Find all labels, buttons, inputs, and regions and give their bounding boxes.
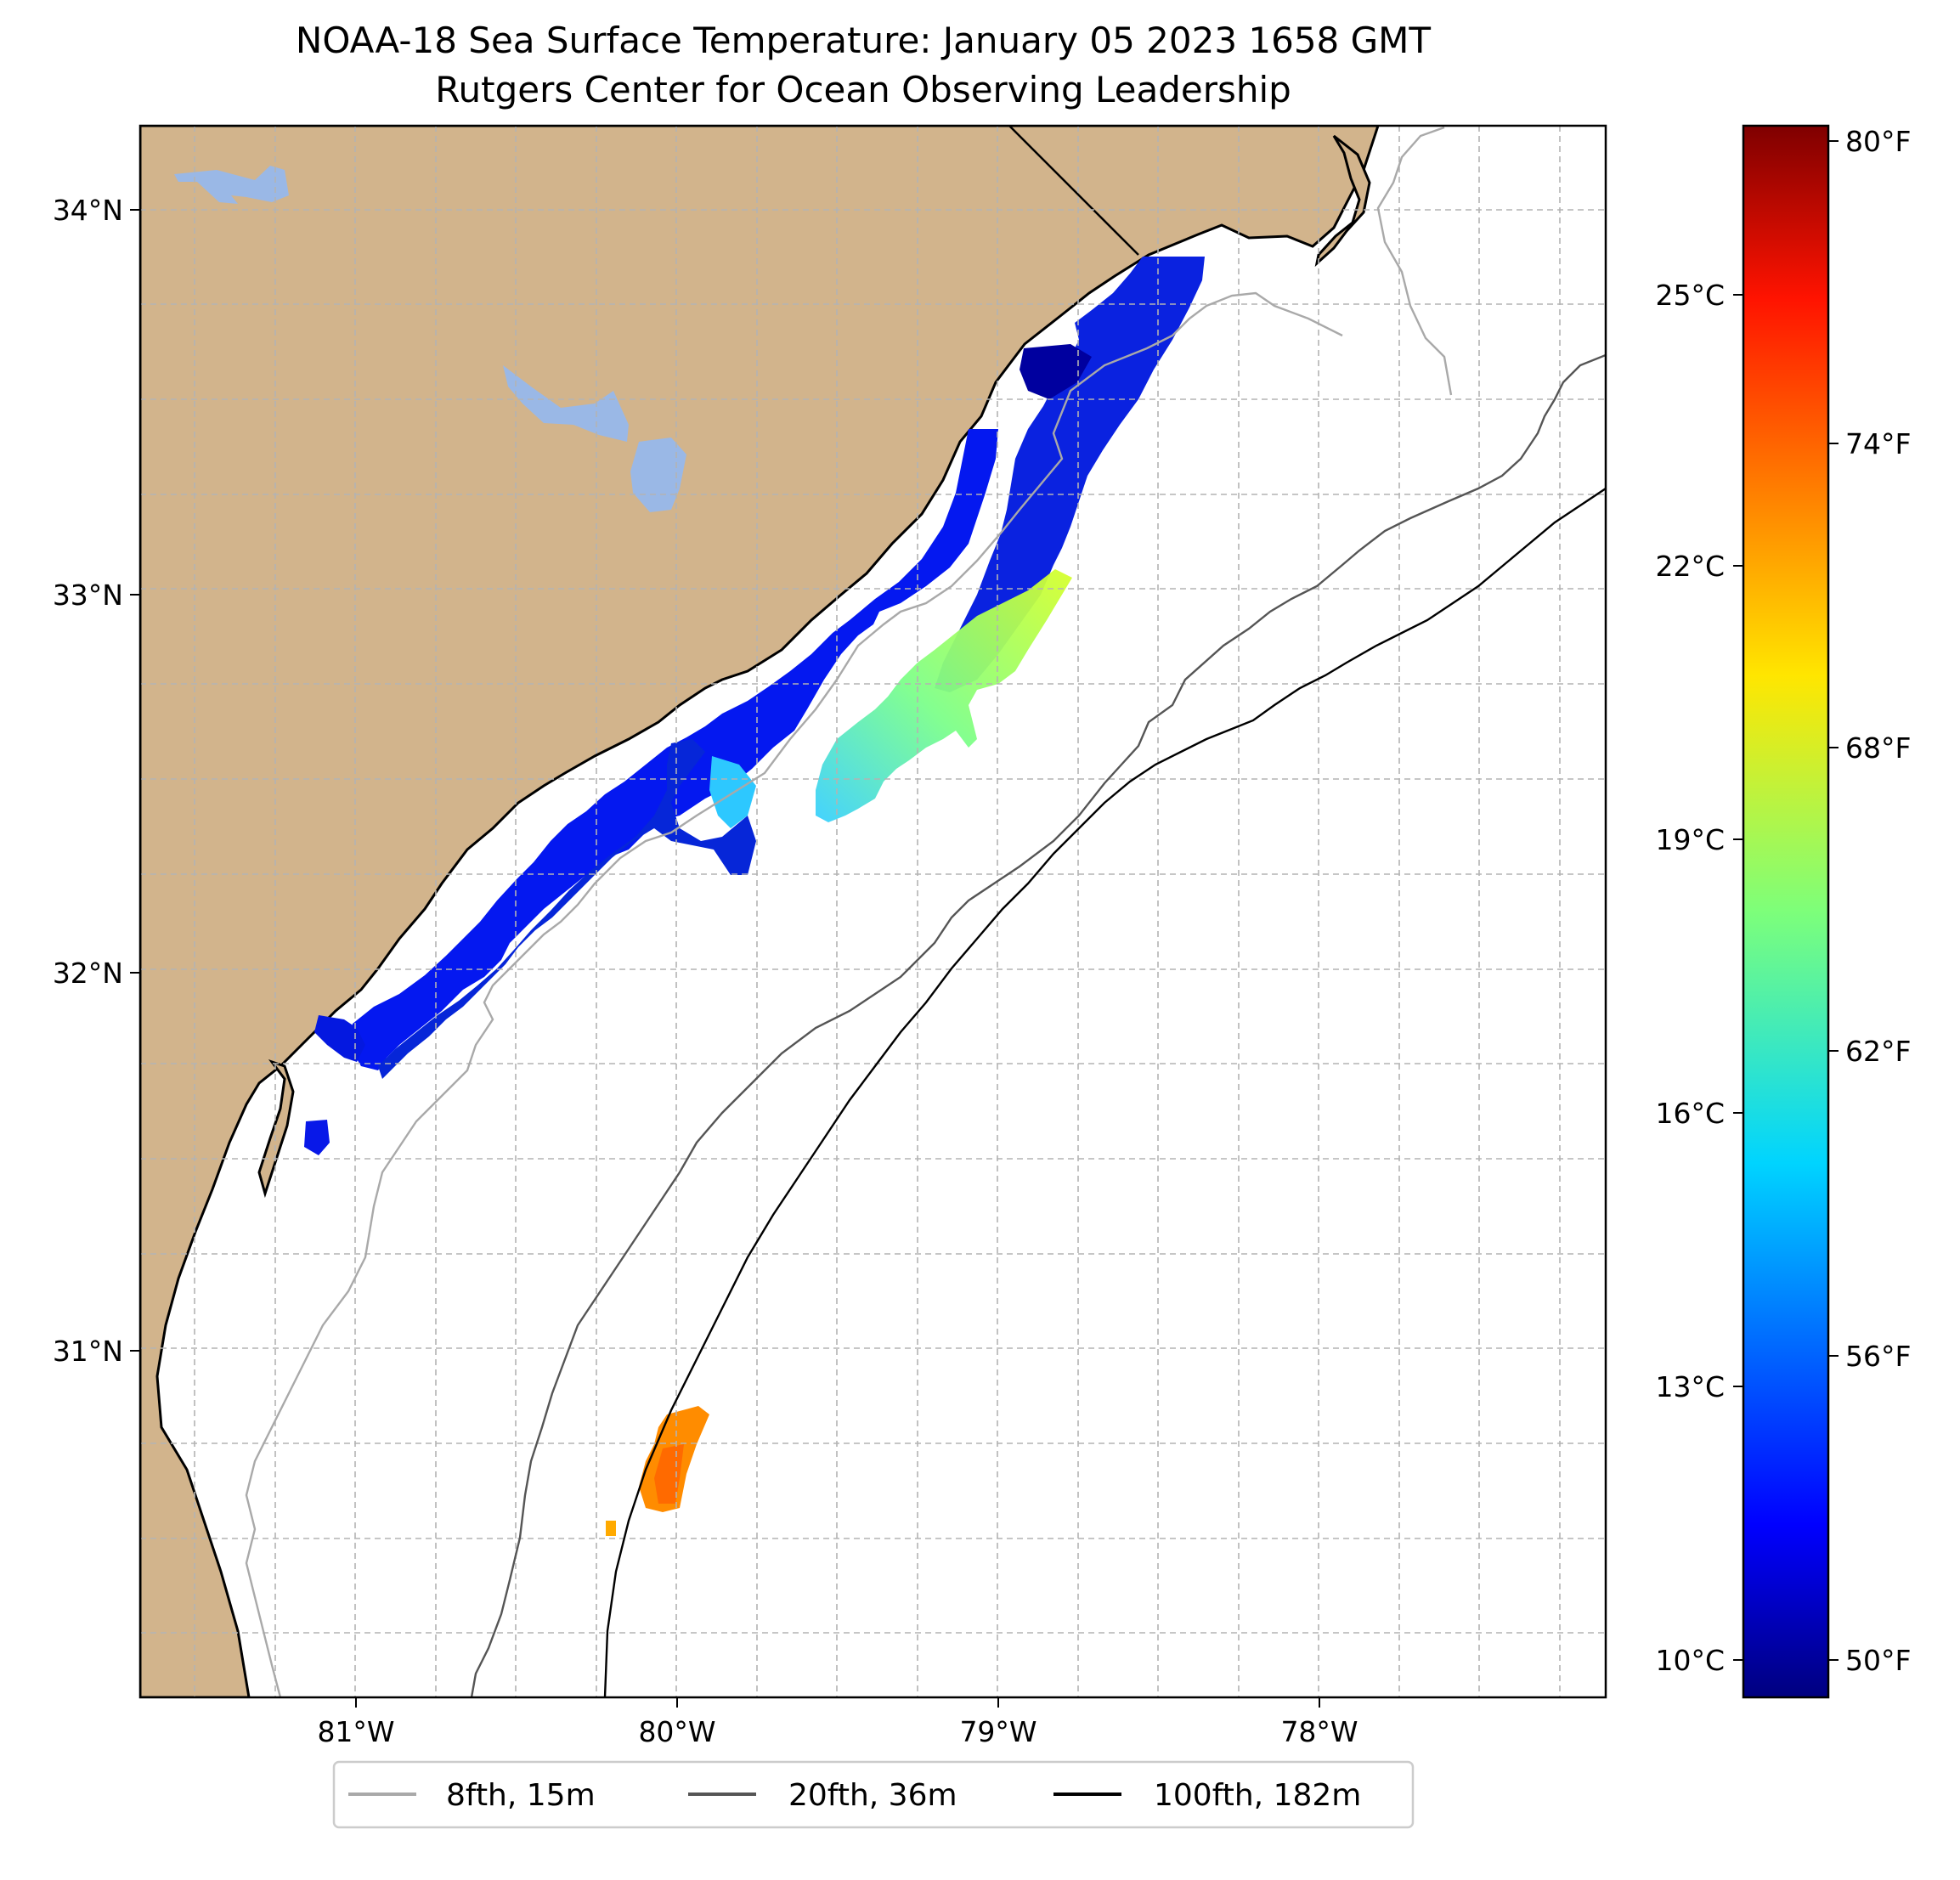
- colorbar-fahrenheit-label: 62°F: [1845, 1035, 1911, 1068]
- gridlines: [140, 126, 1606, 1697]
- isobath-100fth-182m: [603, 488, 1606, 1697]
- colorbar-ticks: [1733, 140, 1839, 1661]
- lat-label: 31°N: [53, 1335, 123, 1368]
- state-boundary: [1008, 126, 1139, 256]
- colorbar-celsius-label: 16°C: [1655, 1097, 1725, 1130]
- colorbar-celsius-label: 10°C: [1655, 1644, 1725, 1677]
- lake: [630, 438, 686, 512]
- land: [140, 126, 1380, 1697]
- lat-label: 32°N: [53, 957, 123, 990]
- sst-data: [304, 257, 1205, 1536]
- legend-frame: [332, 1760, 1415, 1829]
- colorbar: 25°C 22°C 19°C 16°C 13°C 10°C 80°F 74°F …: [1655, 124, 1911, 1699]
- lat-axis: [130, 209, 140, 1352]
- isobath-8fth-15m: [245, 126, 1453, 1697]
- sst-pixel: [606, 1521, 616, 1536]
- legend: 8fth, 15m 20fth, 36m 100fth, 182m: [332, 1760, 1415, 1829]
- map-title-line-2: Rutgers Center for Ocean Observing Leade…: [435, 69, 1291, 110]
- lon-label: 81°W: [317, 1715, 394, 1748]
- sst-patch-georgia: [314, 1015, 365, 1062]
- colorbar-fahrenheit-label: 68°F: [1845, 731, 1911, 765]
- colorbar-fahrenheit-label: 50°F: [1845, 1644, 1911, 1677]
- colorbar-celsius-label: 13°C: [1655, 1370, 1725, 1403]
- lat-label: 34°N: [53, 194, 123, 227]
- legend-label-100fth: 100fth, 182m: [1154, 1778, 1361, 1813]
- lake: [174, 166, 289, 204]
- colorbar-fahrenheit-label: 56°F: [1845, 1340, 1911, 1373]
- sst-patch-dark-north: [1020, 344, 1092, 399]
- sst-patch-south-coastal: [378, 739, 756, 1079]
- map-title-line-1: NOAA-18 Sea Surface Temperature: January…: [296, 20, 1432, 61]
- map-panel: [138, 124, 1607, 1699]
- lat-label: 33°N: [53, 579, 123, 612]
- isobath-20fth-36m: [470, 353, 1606, 1697]
- barrier-island: [1314, 134, 1371, 268]
- lake: [503, 365, 629, 442]
- barrier-island: [257, 1059, 295, 1199]
- lon-axis: [355, 1697, 1320, 1708]
- colorbar-celsius-label: 22°C: [1655, 550, 1725, 583]
- colorbar-gradient: [1742, 124, 1830, 1699]
- lon-label: 79°W: [959, 1715, 1036, 1748]
- legend-label-8fth: 8fth, 15m: [446, 1778, 596, 1813]
- sst-patch-warm-mid: [816, 569, 1072, 822]
- lon-label: 80°W: [638, 1715, 715, 1748]
- colorbar-celsius-label: 25°C: [1655, 279, 1725, 312]
- sst-patch-georgia-south: [304, 1120, 330, 1155]
- sst-patch-warm-south-core: [654, 1444, 684, 1504]
- legend-label-20fth: 20fth, 36m: [788, 1778, 957, 1813]
- sst-patch-coastal-north: [935, 257, 1205, 692]
- colorbar-fahrenheit-label: 80°F: [1845, 125, 1911, 158]
- lon-label: 78°W: [1280, 1715, 1358, 1748]
- colorbar-fahrenheit-label: 74°F: [1845, 427, 1911, 460]
- colorbar-celsius-label: 19°C: [1655, 823, 1725, 856]
